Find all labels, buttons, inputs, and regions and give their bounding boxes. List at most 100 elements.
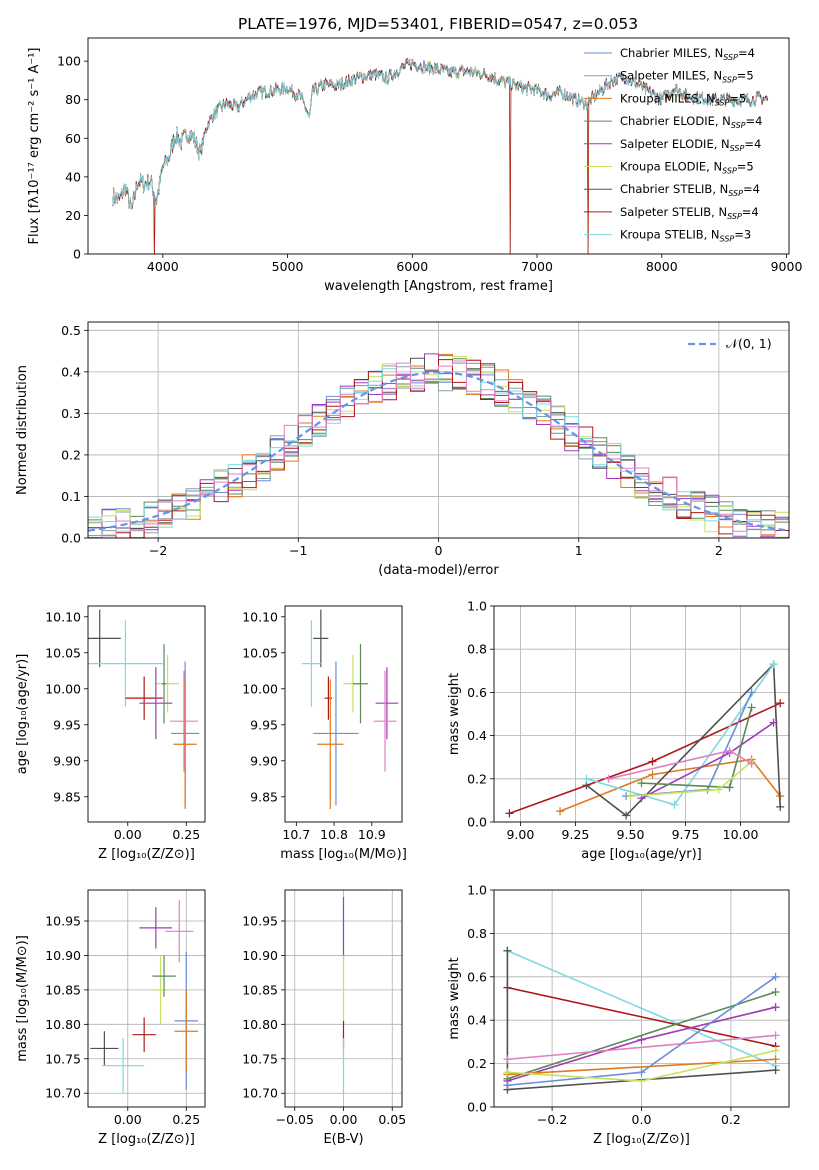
- x-axis-label: E(B-V): [323, 1132, 363, 1147]
- x-axis-label: Z [log₁₀(Z/Z⊙)]: [593, 1132, 690, 1147]
- tick-label-y: 0.0: [467, 815, 487, 830]
- weight-point-marker: [747, 759, 756, 768]
- weight-point-marker: [503, 1055, 512, 1064]
- tick-label-y: 0.2: [61, 447, 81, 462]
- legend-entry: Salpeter STELIB, NSSP=4: [620, 205, 759, 221]
- weight-line-chabrier_elodie: [507, 991, 776, 1080]
- residuals-panel: −2 −1 0 1 2 0.0 0.1 0.2 0.3 0.4 0.5 (data-model)/er…: [15, 321, 790, 578]
- axes-frame: [87, 321, 790, 539]
- tick-label-y: 100: [57, 54, 81, 69]
- weight-line-kroupa_miles: [507, 1058, 776, 1076]
- weight-point-marker: [503, 1081, 512, 1090]
- tick-label-y: 9.85: [53, 789, 81, 804]
- tick-label-y: 20: [65, 208, 81, 223]
- tick-label-y: 9.90: [250, 753, 278, 768]
- legend-entry: Kroupa STELIB, NSSP=3: [620, 228, 751, 244]
- tick-label-y: 10.75: [242, 1051, 278, 1066]
- tick-label-y: 60: [65, 131, 81, 146]
- tick-label-y: 0.3: [61, 406, 81, 421]
- weight-line-chabrier_stelib: [586, 662, 781, 817]
- weight-point-marker: [637, 1068, 646, 1077]
- tick-label-y: 10.95: [242, 914, 278, 929]
- weight-point-marker: [776, 699, 785, 708]
- tick-label-y: 0: [73, 247, 81, 262]
- tick-label-x: 10.7: [282, 827, 310, 842]
- legend-entry: Chabrier STELIB, NSSP=4: [620, 182, 760, 198]
- age_vs_Z-panel: 0.00 0.25 9.85 9.90 9.95 10.00 10.05 10.10 Z [lo…: [15, 605, 206, 862]
- tick-label-y: 1.0: [467, 883, 487, 898]
- tick-label-x: −0.2: [537, 1112, 567, 1127]
- weight-point-marker: [626, 792, 635, 801]
- weight-point-marker: [725, 746, 734, 755]
- tick-label-x: −1: [289, 543, 307, 558]
- spectrum-panel: 4000 5000 6000 7000 8000 9000 0 20 40 60 80 100 wave…: [27, 37, 803, 294]
- tick-label-x: 2: [715, 543, 723, 558]
- tick-label-y: 10.85: [242, 982, 278, 997]
- tick-label-y: 9.90: [53, 753, 81, 768]
- tick-label-x: 9.50: [617, 827, 645, 842]
- tick-label-x: 0.00: [114, 1112, 142, 1127]
- weight-point-marker: [776, 802, 785, 811]
- y-axis-label: mass [log₁₀(M/M⊙)]: [15, 935, 30, 1062]
- y-axis-label: mass weight: [447, 673, 462, 755]
- tick-label-y: 10.70: [45, 1086, 81, 1101]
- weight-point-marker: [505, 809, 514, 818]
- tick-label-y: 10.90: [45, 948, 81, 963]
- tick-label-y: 0.0: [467, 1100, 487, 1115]
- weight-point-marker: [503, 946, 512, 955]
- y-axis-label: mass weight: [447, 957, 462, 1039]
- tick-label-x: −0.05: [276, 1112, 314, 1127]
- tick-label-y: 9.85: [250, 789, 278, 804]
- tick-label-y: 10.85: [45, 982, 81, 997]
- tick-label-y: 9.95: [53, 717, 81, 732]
- tick-label-y: 10.75: [45, 1051, 81, 1066]
- tick-label-x: 9.25: [562, 827, 590, 842]
- weight-point-marker: [725, 783, 734, 792]
- spectrum-line-kroupa_stelib: [112, 58, 769, 209]
- legend-entry: 𝒩(0, 1): [726, 336, 772, 351]
- tick-label-y: 10.80: [242, 1017, 278, 1032]
- tick-label-y: 10.70: [242, 1086, 278, 1101]
- tick-label-y: 10.10: [45, 609, 81, 624]
- weight-point-marker: [771, 1046, 780, 1055]
- legend-entry: Kroupa ELODIE, NSSP=5: [620, 160, 754, 176]
- x-axis-label: age [log₁₀(age/yr)]: [581, 847, 702, 862]
- histogram-kroupa_stelib: [88, 368, 789, 538]
- weight-point-marker: [503, 1068, 512, 1077]
- tick-label-x: 9.75: [672, 827, 700, 842]
- x-axis-label: (data-model)/error: [378, 563, 499, 578]
- tick-label-x: 0: [435, 543, 443, 558]
- axes-frame: [87, 37, 790, 255]
- legend-entry: Salpeter ELODIE, NSSP=4: [620, 137, 761, 153]
- axes-frame: [87, 605, 206, 823]
- figure-title: PLATE=1976, MJD=53401, FIBERID=0547, z=0…: [238, 15, 638, 33]
- histogram-salpeter_miles: [88, 362, 789, 538]
- x-axis-label: mass [log₁₀(M/M⊙)]: [280, 847, 407, 862]
- tick-label-x: 0.00: [330, 1112, 358, 1127]
- y-axis-label: Normed distribution: [15, 365, 30, 495]
- tick-label-x: 8000: [646, 259, 678, 274]
- tick-label-x: 0.05: [378, 1112, 406, 1127]
- tick-label-y: 80: [65, 92, 81, 107]
- tick-label-x: 10.00: [723, 827, 759, 842]
- tick-label-y: 0.6: [467, 969, 487, 984]
- tick-label-y: 10.00: [242, 681, 278, 696]
- age_vs_mass-panel: 10.7 10.8 10.9 9.85 9.90 9.95 10.00 10.05 10.10 m…: [242, 605, 407, 862]
- tick-label-x: 9000: [771, 259, 803, 274]
- tick-label-y: 0.2: [467, 1056, 487, 1071]
- tick-label-x: 10.9: [358, 827, 386, 842]
- tick-label-y: 0.2: [467, 771, 487, 786]
- axes-frame: [493, 605, 790, 823]
- tick-label-y: 10.80: [45, 1017, 81, 1032]
- tick-label-y: 0.4: [467, 728, 487, 743]
- weight-point-marker: [556, 807, 565, 816]
- weight-point-marker: [771, 1066, 780, 1075]
- tick-label-x: 7000: [521, 259, 553, 274]
- tick-label-y: 1.0: [467, 599, 487, 614]
- axes-frame: [284, 889, 403, 1108]
- weight-point-marker: [648, 757, 657, 766]
- axes-frame: [493, 889, 790, 1108]
- weight-point-marker: [648, 770, 657, 779]
- weight-point-marker: [622, 811, 631, 820]
- axes-frame: [87, 889, 206, 1108]
